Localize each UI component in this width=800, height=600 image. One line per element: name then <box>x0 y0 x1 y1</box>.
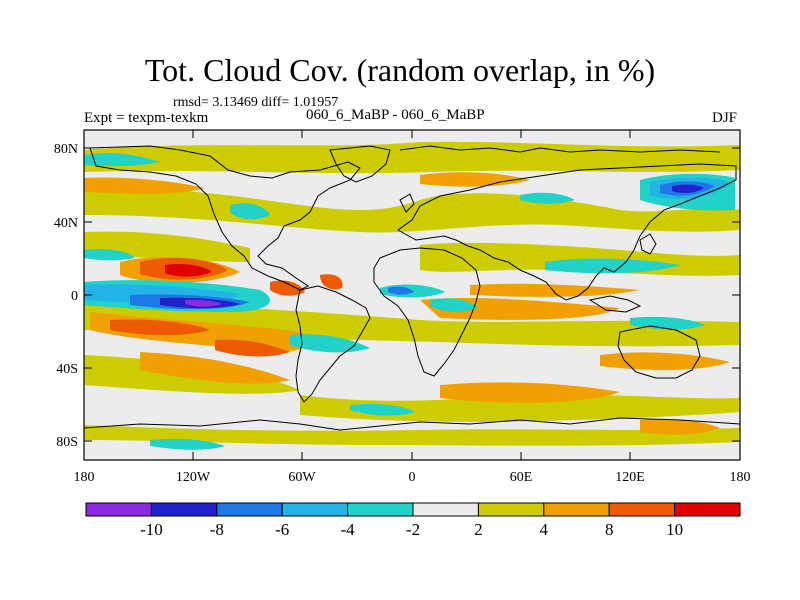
season-label: DJF <box>712 110 738 126</box>
south-america-outline <box>295 285 371 403</box>
colorbar-swatch <box>216 502 283 517</box>
y-tick-label: 80N <box>54 142 78 157</box>
y-tick-label: 40N <box>54 216 78 231</box>
x-tick-label: 120W <box>176 470 211 485</box>
y-tick-label: 40S <box>56 362 78 377</box>
colorbar-label: -8 <box>210 520 224 539</box>
x-tick-label: 180 <box>730 470 751 485</box>
colorbar-swatch <box>85 502 152 517</box>
map-title: Tot. Cloud Cov. (random overlap, in %) <box>144 52 656 88</box>
y-tick-label: 80S <box>56 435 78 450</box>
y-tick-labels: 80N 40N 0 40S 80S <box>54 142 78 450</box>
experiment-label: Expt = texpm-texkm <box>84 110 209 126</box>
x-tick-label: 60E <box>510 470 533 485</box>
colorbar-swatch <box>412 502 479 517</box>
north-america-outline <box>89 145 361 291</box>
y-tick-label: 0 <box>71 289 78 304</box>
coastlines <box>84 145 740 431</box>
red-anomaly-fields <box>110 257 343 357</box>
greenland-outline <box>329 145 391 183</box>
rmsd-diff-stats: rmsd= 3.13469 diff= 1.01957 <box>173 95 339 110</box>
antarctica-outline <box>84 417 740 431</box>
colorbar-swatch <box>674 502 741 517</box>
x-tick-label: 60W <box>288 470 316 485</box>
colorbar-swatch <box>281 502 349 517</box>
x-tick-labels: 180 120W 60W 0 60E 120E 180 <box>74 470 751 485</box>
colorbar-labels: -10 -8 -6 -4 -2 2 4 8 10 <box>140 520 683 539</box>
colorbar-label: -10 <box>140 520 163 539</box>
x-tick-label: 120E <box>615 470 645 485</box>
x-axis <box>83 130 741 460</box>
x-tick-label: 180 <box>74 470 95 485</box>
y-axis <box>84 147 740 442</box>
japan-outline <box>639 233 657 255</box>
colorbar-swatch <box>150 502 218 517</box>
australia-outline <box>617 325 701 379</box>
colorbar-swatch <box>543 502 610 517</box>
eurasia-outline <box>397 163 737 301</box>
indonesia-outline <box>588 295 642 313</box>
colorbar <box>85 502 741 517</box>
case-label: 060_6_MaBP - 060_6_MaBP <box>306 107 485 123</box>
colorbar-label: -2 <box>406 520 420 539</box>
colorbar-swatch <box>347 502 414 517</box>
uk-outline <box>399 193 415 213</box>
colorbar-label: -4 <box>341 520 356 539</box>
colorbar-swatch <box>608 502 676 517</box>
colorbar-label: 4 <box>540 520 549 539</box>
colorbar-swatch <box>477 502 545 517</box>
colorbar-label: 8 <box>605 520 614 539</box>
colorbar-label: 2 <box>474 520 483 539</box>
blue-anomaly-fields <box>84 152 735 450</box>
colorbar-label: -6 <box>275 520 289 539</box>
x-tick-label: 0 <box>409 470 416 485</box>
map-panel <box>84 130 740 460</box>
colorbar-label: 10 <box>666 520 683 539</box>
africa-outline <box>373 247 481 377</box>
arctic-islands-outline <box>399 145 721 153</box>
yellow-anomaly-fields <box>84 141 740 446</box>
